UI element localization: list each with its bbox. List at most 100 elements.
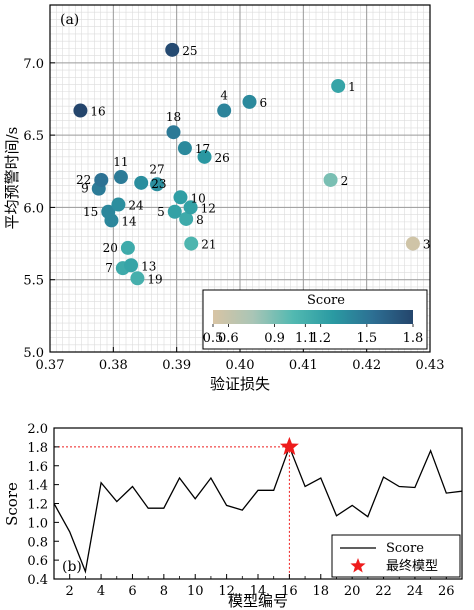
x-tick-label-b: 22	[375, 584, 392, 599]
colorbar-tick-label: 0.5	[203, 331, 224, 346]
point-label-8: 8	[196, 213, 204, 227]
y-tick-label-b: 1.4	[27, 479, 48, 494]
scatter-point-15	[101, 204, 116, 219]
scatter-point-13	[124, 258, 139, 273]
point-label-23: 23	[151, 177, 166, 191]
colorbar-tick-label: 0.6	[218, 331, 239, 346]
colorbar: Score 0.50.6 0.9 1.11.2 1.5 1.8	[202, 289, 428, 350]
point-label-24: 24	[128, 199, 144, 213]
x-axis-label-a: 验证损失	[210, 375, 270, 393]
y-axis-label-b: Score	[3, 482, 21, 526]
point-label-12: 12	[201, 201, 216, 215]
x-tick-label-b: 26	[438, 584, 455, 599]
y-tick-label-b: 0.6	[27, 554, 48, 569]
point-label-2: 2	[341, 174, 349, 188]
x-tick-label-a: 0.42	[352, 358, 381, 373]
plot-a-frame	[49, 4, 431, 353]
x-tick-label-b: 16	[281, 584, 298, 599]
point-label-14: 14	[121, 214, 137, 228]
x-tick-label-b: 6	[128, 584, 136, 599]
colorbar-tick-label: 0.9	[264, 331, 285, 346]
y-tick-label-a: 6.5	[23, 129, 44, 144]
y-tick-label-a: 6.0	[23, 201, 44, 216]
scatter-point-1	[331, 78, 346, 93]
panel-label-a: (a)	[60, 12, 79, 28]
x-tick-label-b: 8	[160, 584, 168, 599]
scatter-point-27	[150, 177, 165, 192]
point-label-18: 18	[166, 110, 181, 124]
panel-label-b: (b)	[62, 559, 82, 575]
x-axis-label-b: 模型编号	[228, 592, 288, 610]
x-tick-label-b: 18	[312, 584, 329, 599]
point-label-19: 19	[147, 272, 162, 286]
scatter-point-6	[242, 94, 257, 109]
point-label-1: 1	[348, 80, 356, 94]
y-tick-label-a: 5.0	[23, 346, 44, 361]
x-tick-label-b: 4	[97, 584, 105, 599]
x-tick-label-a: 0.39	[162, 358, 191, 373]
y-tick-label-b: 2.0	[27, 422, 48, 437]
legend-final-model-star	[350, 558, 366, 573]
point-label-5: 5	[157, 205, 165, 219]
scatter-point-10	[173, 190, 188, 205]
colorbar-tick-label: 1.8	[403, 331, 424, 346]
scatter-point-4	[217, 103, 232, 118]
scatter-point-16	[73, 103, 88, 118]
scatter-point-18	[166, 125, 181, 140]
scatter-point-24	[111, 197, 126, 212]
score-line	[54, 445, 462, 574]
point-label-6: 6	[260, 96, 268, 110]
point-label-22: 22	[76, 173, 91, 187]
colorbar-ticks: 0.50.6 0.9 1.11.2 1.5 1.8	[203, 324, 424, 346]
scatter-point-23	[134, 175, 149, 190]
final-model-star	[279, 436, 299, 455]
point-label-4: 4	[220, 89, 228, 103]
final-model-star-marker	[279, 436, 299, 455]
x-tick-label-b: 14	[250, 584, 267, 599]
x-tick-label-b: 10	[187, 584, 204, 599]
point-label-21: 21	[201, 238, 216, 252]
point-label-17: 17	[195, 142, 210, 156]
axis-ticks-b: 2 4 6 8 10 12 14 16 18 20 22 24 260.40.60.81.01.21.4…	[27, 422, 463, 599]
axis-ticks-a: 0.37 0.38 0.39 0.40 0.41 0.42 0.43 5.0 5.5 6.0 6.5…	[23, 57, 444, 373]
y-tick-label-b: 0.4	[27, 573, 48, 588]
point-label-13: 13	[141, 259, 156, 273]
point-label-11: 11	[113, 155, 128, 169]
scatter-point-3	[405, 236, 420, 251]
colorbar-tick-label: 1.5	[357, 331, 378, 346]
y-axis-label-a: 平均预警时间/s	[3, 127, 21, 230]
colorbar-gradient	[213, 310, 413, 324]
y-tick-label-b: 1.8	[27, 441, 48, 456]
x-tick-label-a: 0.40	[226, 358, 255, 373]
x-tick-label-b: 24	[407, 584, 424, 599]
x-tick-label-a: 0.37	[36, 358, 65, 373]
y-tick-label-b: 1.2	[27, 498, 48, 513]
y-tick-label-b: 0.8	[27, 535, 48, 550]
scatter-point-12	[183, 200, 198, 215]
y-tick-label-a: 5.5	[23, 274, 44, 289]
scatter-point-20	[120, 240, 135, 255]
scatter-point-25	[165, 42, 180, 57]
scatter-point-17	[177, 141, 192, 156]
legend-b: Score 最终模型	[331, 534, 461, 578]
y-tick-label-b: 1.6	[27, 460, 48, 475]
highlight-guides	[54, 446, 290, 579]
colorbar-title: Score	[307, 293, 345, 308]
colorbar-tick-label: 1.2	[310, 331, 331, 346]
x-tick-label-a: 0.43	[416, 358, 445, 373]
scatter-point-21	[184, 236, 199, 251]
point-label-10: 10	[190, 191, 205, 205]
scatter-point-2	[323, 172, 338, 187]
point-label-9: 9	[81, 182, 89, 196]
point-label-26: 26	[215, 151, 230, 165]
point-label-20: 20	[103, 241, 118, 255]
score-series-line	[54, 445, 462, 574]
panel-b: 2 4 6 8 10 12 14 16 18 20 22 24 260.40.60.81.01.21.4…	[3, 422, 463, 610]
x-tick-label-b: 20	[344, 584, 361, 599]
colorbar-tick-label: 1.1	[295, 331, 316, 346]
scatter-point-22	[94, 172, 109, 187]
y-tick-label-b: 1.0	[27, 516, 48, 531]
